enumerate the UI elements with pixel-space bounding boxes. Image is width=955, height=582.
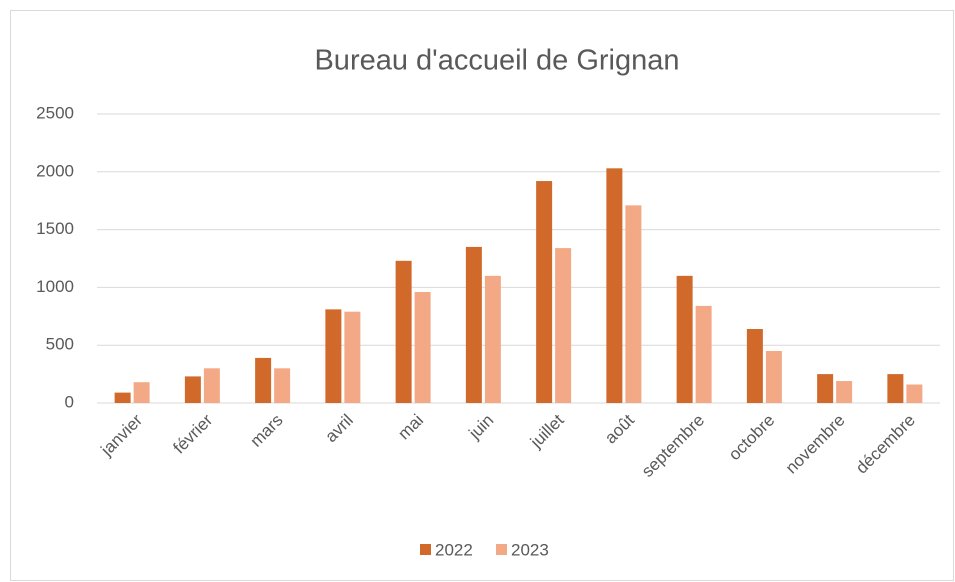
bar bbox=[906, 384, 923, 403]
bar bbox=[887, 374, 904, 403]
y-tick-label: 500 bbox=[46, 335, 74, 354]
bar bbox=[695, 305, 712, 403]
y-tick-label: 1000 bbox=[36, 277, 74, 296]
chart-title: Bureau d'accueil de Grignan bbox=[314, 45, 679, 77]
bar bbox=[484, 275, 501, 403]
bar bbox=[184, 376, 201, 403]
y-tick-label: 0 bbox=[65, 392, 74, 411]
y-tick-label: 2500 bbox=[36, 103, 74, 122]
bar bbox=[555, 248, 572, 403]
bar bbox=[606, 168, 623, 403]
bar bbox=[114, 392, 131, 403]
bar bbox=[536, 181, 553, 403]
bar bbox=[203, 368, 220, 403]
y-tick-label: 2000 bbox=[36, 161, 74, 180]
bar bbox=[414, 292, 431, 403]
bar bbox=[465, 246, 482, 403]
bar bbox=[765, 350, 782, 403]
legend-swatch bbox=[420, 544, 431, 555]
bar bbox=[325, 309, 342, 403]
bar bbox=[255, 357, 272, 403]
bar bbox=[274, 368, 291, 403]
legend-label: 2023 bbox=[511, 540, 549, 559]
bar bbox=[817, 374, 834, 403]
bar bbox=[133, 382, 150, 403]
bar bbox=[344, 311, 361, 403]
legend-label: 2022 bbox=[435, 540, 473, 559]
bar bbox=[395, 260, 412, 403]
bar bbox=[836, 381, 853, 403]
bar bbox=[676, 275, 693, 403]
bar bbox=[746, 329, 763, 403]
bar bbox=[625, 205, 642, 403]
y-tick-label: 1500 bbox=[36, 219, 74, 238]
legend-swatch bbox=[496, 544, 507, 555]
chart-border bbox=[10, 10, 954, 581]
